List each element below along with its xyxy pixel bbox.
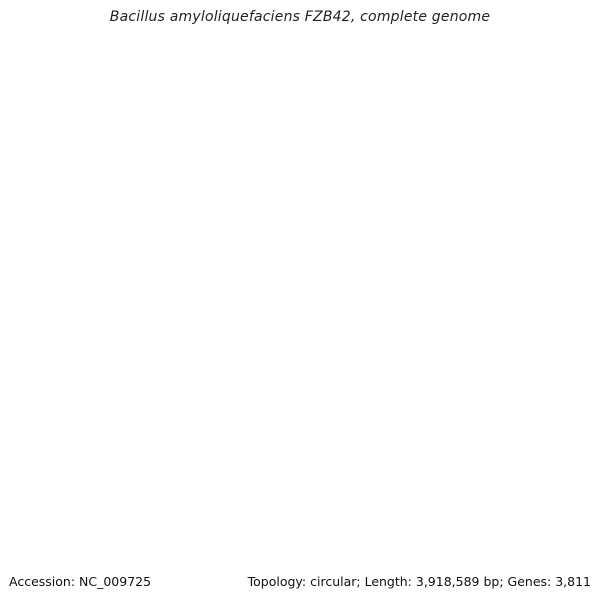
map-title: Bacillus amyloliquefaciens FZB42, comple… <box>109 9 491 25</box>
genome-summary-text: Topology: circular; Length: 3,918,589 bp… <box>247 574 591 589</box>
accession-text: Accession: NC_009725 <box>9 574 152 589</box>
